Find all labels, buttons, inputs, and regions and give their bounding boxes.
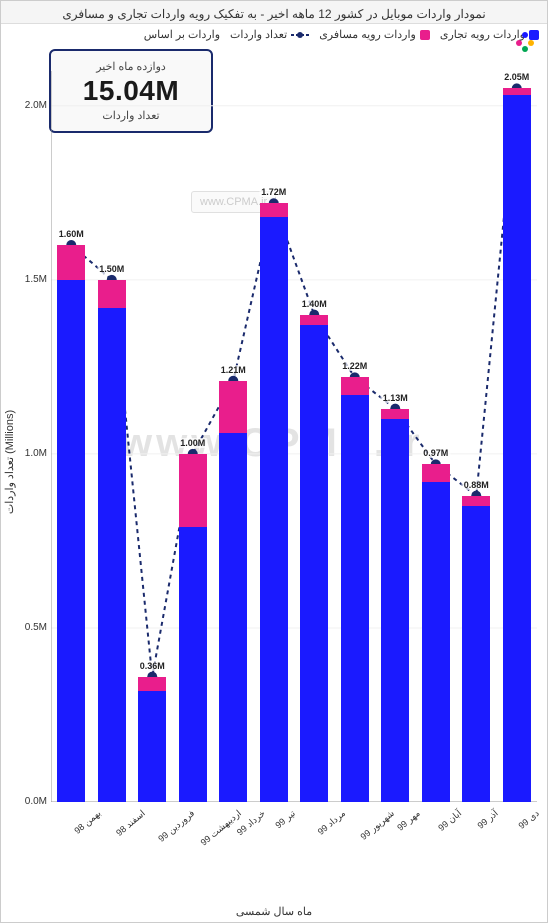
- bar-commercial: [462, 506, 490, 802]
- legend-total: تعداد واردات: [230, 28, 309, 41]
- bar-commercial: [260, 217, 288, 802]
- bar-passenger: [219, 381, 247, 433]
- total-label: 1.72M: [259, 187, 288, 197]
- x-tick-label: آبان 99: [436, 808, 464, 834]
- bar-passenger: [138, 677, 166, 691]
- y-tick-label: 0.5M: [7, 622, 47, 633]
- bar-commercial: [341, 395, 369, 802]
- bar-commercial: [57, 280, 85, 802]
- x-tick-label: مرداد 99: [316, 808, 348, 838]
- total-label: 0.88M: [462, 480, 491, 490]
- legend-label-total: تعداد واردات: [230, 28, 287, 41]
- total-label: 1.60M: [57, 229, 86, 239]
- total-label: 1.50M: [97, 264, 126, 274]
- total-label: 1.22M: [340, 361, 369, 371]
- x-tick-label: فروردین 99: [157, 808, 198, 845]
- bar-passenger: [422, 464, 450, 481]
- total-label: 1.13M: [381, 393, 410, 403]
- bar-commercial: [381, 419, 409, 802]
- bar-passenger: [179, 454, 207, 527]
- chart-container: نمودار واردات موبایل در کشور 12 ماهه اخی…: [0, 0, 548, 923]
- bar-commercial: [179, 527, 207, 802]
- y-tick-label: 2.0M: [7, 100, 47, 111]
- legend-swatch-total: [291, 30, 309, 40]
- bar-passenger: [503, 88, 531, 95]
- bar-passenger: [381, 409, 409, 419]
- x-tick-label: شهریور 99: [358, 808, 396, 843]
- total-label: 0.97M: [421, 448, 450, 458]
- bar-commercial: [422, 482, 450, 802]
- x-axis-label: ماه سال شمسی: [1, 905, 547, 918]
- total-label: 0.36M: [138, 661, 167, 671]
- y-tick-label: 1.0M: [7, 448, 47, 459]
- y-tick-label: 0.0M: [7, 796, 47, 807]
- bar-passenger: [57, 245, 85, 280]
- bar-passenger: [300, 315, 328, 325]
- x-tick-label: تیر 99: [273, 808, 297, 831]
- bar-passenger: [260, 203, 288, 217]
- x-tick-label: بهمن 98: [73, 808, 104, 837]
- bar-commercial: [98, 308, 126, 802]
- legend-passenger: واردات رویه مسافری: [319, 28, 430, 41]
- bar-commercial: [300, 325, 328, 802]
- x-tick-label: مهر 99: [395, 808, 422, 833]
- total-label: 1.40M: [300, 299, 329, 309]
- plot-area: 0.0M0.5M1.0M1.5M2.0M1.60Mبهمن 981.50Mاسف…: [51, 71, 537, 802]
- legend: واردات رویه تجاری واردات رویه مسافری تعد…: [1, 24, 547, 45]
- bar-commercial: [219, 433, 247, 802]
- brand-logo: [509, 25, 541, 57]
- bar-commercial: [503, 95, 531, 802]
- legend-label-passenger: واردات رویه مسافری: [319, 28, 416, 41]
- legend-label-imports-by: واردات بر اساس: [144, 28, 220, 41]
- bar-passenger: [98, 280, 126, 308]
- y-tick-label: 1.5M: [7, 274, 47, 285]
- x-tick-label: آذر 99: [476, 808, 501, 831]
- legend-swatch-passenger: [420, 30, 430, 40]
- y-axis-label: تعداد واردات (Millions): [3, 409, 16, 513]
- bar-passenger: [462, 496, 490, 506]
- chart-title: نمودار واردات موبایل در کشور 12 ماهه اخی…: [1, 1, 547, 24]
- bar-commercial: [138, 691, 166, 802]
- x-tick-label: اسفند 98: [114, 808, 148, 839]
- bar-passenger: [341, 377, 369, 394]
- x-tick-label: دی 99: [516, 808, 541, 832]
- total-label: 2.05M: [502, 72, 531, 82]
- legend-imports-by: واردات بر اساس: [144, 28, 220, 41]
- total-label: 1.00M: [178, 438, 207, 448]
- total-label: 1.21M: [219, 365, 248, 375]
